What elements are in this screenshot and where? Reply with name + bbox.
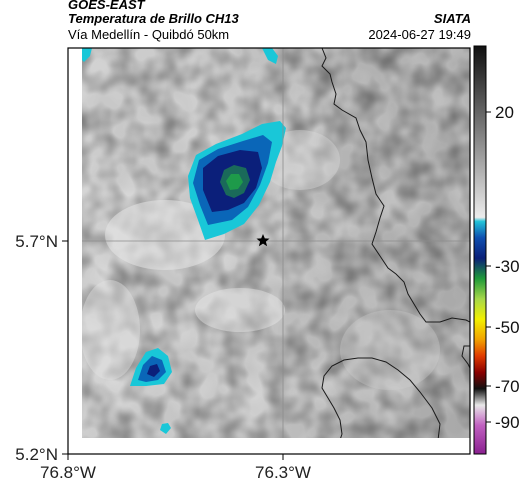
- star-icon: [256, 234, 270, 247]
- header-subtitle: Temperatura de Brillo CH13: [68, 11, 239, 26]
- colorbar-tick-label: -50: [495, 318, 520, 337]
- satellite-raster: [82, 48, 470, 438]
- colorbar-tick-label: -30: [495, 257, 520, 276]
- lat-tick-label: 5.7°N: [15, 232, 58, 251]
- boundary-line: [321, 48, 470, 323]
- header-org: SIATA: [433, 11, 471, 26]
- header-title: GOES-EAST: [68, 0, 145, 12]
- header-route: Vía Medellín - Quibdó 50km: [68, 27, 230, 42]
- lat-tick-label: 5.2°N: [15, 445, 58, 464]
- colorbar: 20 -30 -50 -70 -90: [473, 45, 520, 455]
- lon-tick-label: 76.8°W: [40, 463, 96, 482]
- lon-tick-label: 76.3°W: [255, 463, 311, 482]
- colorbar-tick-label: -90: [495, 413, 520, 432]
- map-frame: [67, 47, 471, 455]
- header-timestamp: 2024-06-27 19:49: [368, 27, 471, 42]
- colorbar-tick-label: 20: [495, 103, 514, 122]
- colorbar-tick-label: -70: [495, 377, 520, 396]
